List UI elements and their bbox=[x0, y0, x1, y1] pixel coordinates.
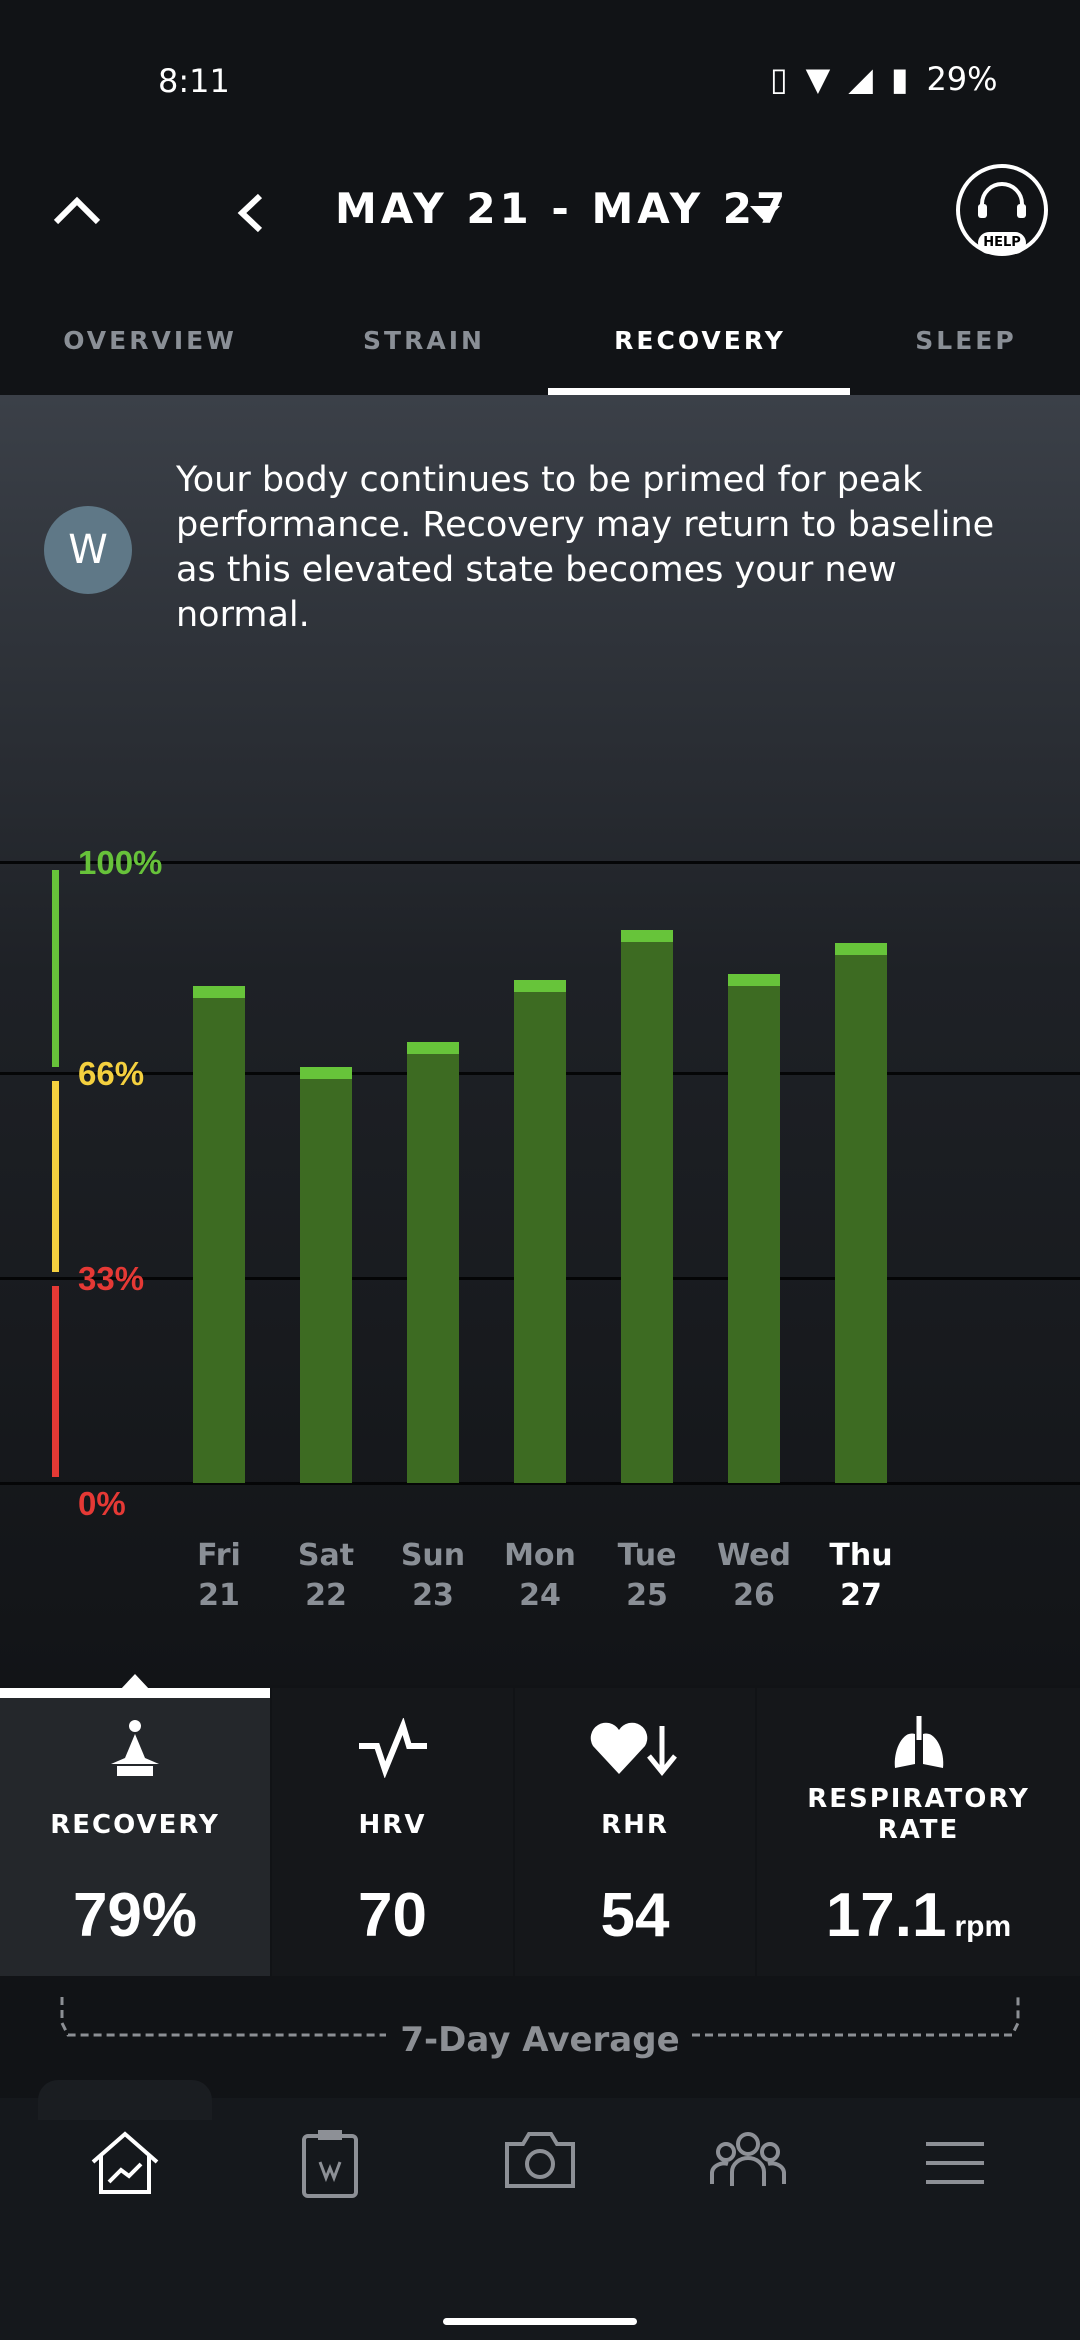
average-bracket bbox=[60, 1997, 1020, 2037]
previous-week-icon[interactable] bbox=[236, 192, 266, 234]
bottom-nav bbox=[0, 2098, 1080, 2340]
metric-value: 54 bbox=[600, 1881, 670, 1950]
nav-menu-icon[interactable] bbox=[924, 2140, 986, 2186]
metric-recovery[interactable]: RECOVERY 79% bbox=[0, 1698, 270, 1976]
home-indicator[interactable] bbox=[443, 2318, 637, 2325]
recovery-bar-cap bbox=[407, 1042, 459, 1055]
day-label[interactable]: Sun 23 bbox=[383, 1536, 483, 1616]
whoop-coach-avatar-icon: W bbox=[44, 506, 132, 594]
recovery-bar-cap bbox=[300, 1066, 352, 1079]
vibrate-icon: ▯ bbox=[770, 60, 788, 98]
signal-icon: ◢ bbox=[848, 60, 873, 98]
day-label[interactable]: Fri 21 bbox=[169, 1536, 269, 1616]
recovery-bar bbox=[300, 1066, 352, 1483]
headset-icon bbox=[978, 182, 1026, 218]
recovery-bar bbox=[621, 930, 673, 1483]
battery-percent: 29% bbox=[926, 60, 998, 98]
day-name: Thu bbox=[829, 1538, 893, 1573]
metric-respiratory-rate[interactable]: RESPIRATORY RATE 17.1 rpm bbox=[757, 1688, 1080, 1976]
recovery-bar bbox=[835, 942, 887, 1483]
metric-unit: rpm bbox=[954, 1910, 1012, 1943]
day-number: 26 bbox=[733, 1578, 775, 1613]
metric-label: RESPIRATORY RATE bbox=[807, 1784, 1030, 1845]
recovery-bar-cap bbox=[193, 986, 245, 999]
recovery-bar bbox=[514, 979, 566, 1483]
selected-metric-indicator bbox=[0, 1688, 270, 1698]
nav-active-tab-shape bbox=[38, 2080, 212, 2120]
tab-recovery[interactable]: RECOVERY bbox=[614, 326, 786, 355]
metric-label: RECOVERY bbox=[50, 1810, 220, 1840]
metric-rhr[interactable]: RHR 54 bbox=[515, 1688, 755, 1976]
recovery-bar bbox=[728, 973, 780, 1483]
recovery-bar bbox=[407, 1042, 459, 1483]
recovery-zone-scale bbox=[52, 1081, 59, 1273]
active-tab-indicator bbox=[548, 388, 850, 395]
y-tick-label: 100% bbox=[78, 844, 163, 881]
tab-strain[interactable]: STRAIN bbox=[363, 326, 485, 355]
day-label[interactable]: Mon 24 bbox=[490, 1536, 590, 1616]
recovery-bar bbox=[193, 986, 245, 1483]
nav-home-icon[interactable] bbox=[87, 2128, 163, 2196]
day-name: Sun bbox=[400, 1538, 466, 1573]
heart-down-arrow-icon bbox=[590, 1722, 677, 1776]
day-number: 24 bbox=[519, 1578, 561, 1613]
tab-sleep[interactable]: SLEEP bbox=[915, 326, 1017, 355]
nav-journal-icon[interactable] bbox=[300, 2128, 360, 2200]
day-number: 25 bbox=[626, 1578, 668, 1613]
recovery-bar-cap bbox=[621, 930, 673, 943]
recovery-bar-cap bbox=[835, 942, 887, 955]
wifi-icon: ▼ bbox=[805, 60, 831, 98]
gridline bbox=[0, 861, 1080, 864]
nav-camera-icon[interactable] bbox=[503, 2128, 577, 2190]
nav-community-icon[interactable] bbox=[708, 2128, 788, 2190]
day-label[interactable]: Sat 22 bbox=[276, 1536, 376, 1616]
day-number: 21 bbox=[198, 1578, 240, 1613]
day-name: Tue bbox=[617, 1538, 677, 1573]
recovery-bar-cap bbox=[514, 979, 566, 992]
y-tick-label: 33% bbox=[78, 1260, 145, 1298]
day-name: Sat bbox=[297, 1538, 355, 1573]
recovery-zone-scale bbox=[52, 1286, 59, 1477]
metric-value: 17.1 bbox=[825, 1881, 947, 1950]
date-range-title[interactable]: MAY 21 - MAY 27 bbox=[335, 184, 790, 233]
day-label[interactable]: Tue 25 bbox=[597, 1536, 697, 1616]
metric-value: 79% bbox=[72, 1881, 198, 1950]
recovery-insight-message: Your body continues to be primed for pea… bbox=[176, 460, 995, 635]
day-name: Wed bbox=[717, 1538, 791, 1573]
battery-icon: ▮ bbox=[890, 60, 909, 98]
day-name: Mon bbox=[504, 1538, 576, 1573]
tab-overview[interactable]: OVERVIEW bbox=[63, 326, 237, 355]
y-tick-label: 66% bbox=[78, 1055, 145, 1093]
day-number: 27 bbox=[840, 1578, 882, 1613]
hrv-icon bbox=[358, 1718, 427, 1778]
day-label[interactable]: Thu 27 bbox=[811, 1536, 911, 1616]
day-number: 23 bbox=[412, 1578, 454, 1613]
metric-value: 70 bbox=[358, 1881, 427, 1950]
metric-value-row: 17.1 rpm bbox=[757, 1880, 1080, 1951]
metric-label: RHR bbox=[601, 1810, 669, 1840]
help-button[interactable]: HELP bbox=[956, 164, 1048, 256]
lungs-icon bbox=[894, 1716, 943, 1768]
gridline bbox=[0, 1482, 1080, 1485]
metric-hrv[interactable]: HRV 70 bbox=[272, 1688, 513, 1976]
day-number: 22 bbox=[305, 1578, 347, 1613]
collapse-chevron-icon[interactable] bbox=[52, 196, 102, 226]
recovery-zone-scale bbox=[52, 870, 59, 1068]
date-dropdown-icon[interactable] bbox=[750, 206, 780, 224]
day-name: Fri bbox=[197, 1538, 241, 1573]
y-tick-label: 0% bbox=[78, 1485, 126, 1522]
day-label[interactable]: Wed 26 bbox=[704, 1536, 804, 1616]
selected-pointer-icon bbox=[120, 1674, 150, 1690]
meditation-icon bbox=[111, 1720, 159, 1776]
seven-day-average-label: 7-Day Average bbox=[400, 2020, 680, 2060]
help-label: HELP bbox=[978, 232, 1026, 254]
metric-label: HRV bbox=[358, 1810, 427, 1840]
status-icons: ▯ ▼ ◢ ▮ 29% bbox=[770, 60, 998, 98]
status-time: 8:11 bbox=[158, 62, 230, 100]
recovery-bar-cap bbox=[728, 973, 780, 986]
